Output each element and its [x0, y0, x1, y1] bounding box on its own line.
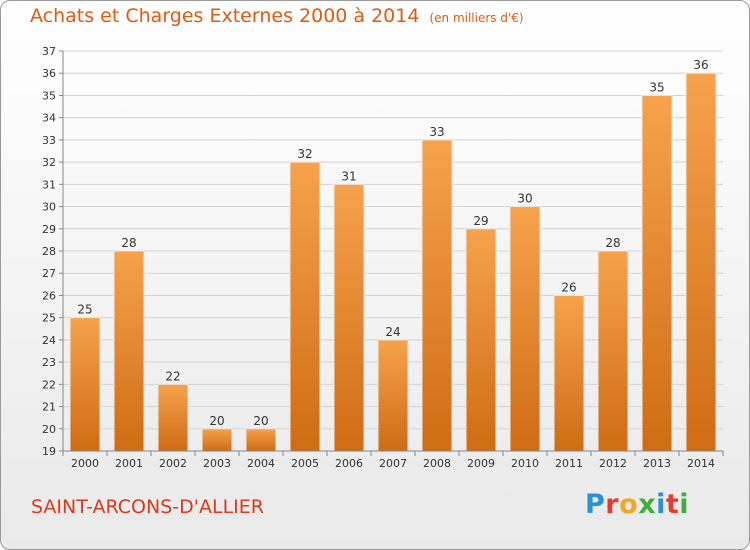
x-tick-label: 2004 [247, 457, 275, 470]
bar-value-label: 36 [693, 58, 708, 72]
bar-value-label: 29 [473, 214, 488, 228]
bar [333, 183, 365, 452]
logo-letter: P [585, 489, 606, 520]
bar [421, 139, 453, 452]
title-row: Achats et Charges Externes 2000 à 2014 (e… [30, 5, 524, 27]
y-tick-label: 37 [42, 45, 56, 58]
x-tick-label: 2008 [423, 457, 451, 470]
bar-value-label: 35 [649, 80, 664, 94]
x-axis: 2000 2001 2002 2003 2004 2005 2006 2007 2008 2009… [62, 450, 724, 470]
bar [69, 317, 101, 452]
bar [113, 250, 145, 452]
chart-title: Achats et Charges Externes 2000 à 2014 [30, 5, 420, 27]
y-tick-label: 23 [42, 356, 56, 369]
bar-value-label: 28 [121, 236, 136, 250]
logo-letter: t [665, 489, 680, 520]
bar-value-label: 24 [385, 325, 400, 339]
bar [685, 72, 717, 452]
x-tick-label: 2012 [599, 457, 627, 470]
y-tick-label: 34 [42, 112, 56, 125]
bar-value-label: 32 [297, 147, 312, 161]
x-tick-label: 2002 [159, 457, 187, 470]
y-tick-label: 31 [42, 178, 56, 191]
y-tick-label: 35 [42, 89, 56, 102]
bar [289, 161, 321, 452]
bar [201, 428, 233, 452]
x-tick-label: 2011 [555, 457, 583, 470]
bar-value-label: 33 [429, 125, 444, 139]
bar-value-label: 26 [561, 280, 576, 294]
bar-value-label: 25 [77, 303, 92, 317]
y-axis: 19 20 21 22 23 24 25 26 27 28 29 30 31 32 33 34 35 36 37 [42, 45, 64, 458]
bar [377, 339, 409, 452]
x-tick-label: 2005 [291, 457, 319, 470]
logo-letter: o [619, 489, 639, 520]
y-tick-label: 33 [42, 134, 56, 147]
bar [553, 294, 585, 452]
bar-value-label: 30 [517, 192, 532, 206]
bar [641, 94, 673, 452]
commune-name: SAINT-ARCONS-D'ALLIER [31, 496, 264, 518]
bar [157, 383, 189, 452]
y-tick-label: 36 [42, 67, 56, 80]
bar-value-label: 31 [341, 169, 356, 183]
y-tick-label: 20 [42, 423, 56, 436]
chart-subtitle: (en milliers d'€) [429, 11, 524, 25]
bar-value-label: 20 [209, 414, 224, 428]
x-tick-label: 2014 [687, 457, 715, 470]
y-tick-label: 27 [42, 267, 56, 280]
bar [597, 250, 629, 452]
x-tick-label: 2003 [203, 457, 231, 470]
logo-letter: i [679, 489, 690, 520]
logo-letter: r [605, 489, 620, 520]
x-tick-label: 2010 [511, 457, 539, 470]
y-tick-label: 29 [42, 223, 56, 236]
y-tick-label: 30 [42, 201, 56, 214]
y-tick-label: 25 [42, 312, 56, 325]
y-tick-label: 28 [42, 245, 56, 258]
x-tick-label: 2007 [379, 457, 407, 470]
logo-letter: x [638, 489, 657, 520]
bars: 25 28 22 20 20 32 31 24 33 29 30 26 28 35 36 [69, 58, 717, 452]
bar [245, 428, 277, 452]
bar [465, 228, 497, 452]
proxiti-logo: Proxiti [585, 489, 689, 520]
bar [509, 206, 541, 452]
y-tick-label: 21 [42, 401, 56, 414]
y-tick-label: 19 [42, 445, 56, 458]
y-tick-label: 24 [42, 334, 56, 347]
x-tick-label: 2013 [643, 457, 671, 470]
x-tick-label: 2009 [467, 457, 495, 470]
x-tick-label: 2006 [335, 457, 363, 470]
x-tick-label: 2000 [71, 457, 99, 470]
x-tick-label: 2001 [115, 457, 143, 470]
y-tick-label: 26 [42, 289, 56, 302]
y-tick-label: 32 [42, 156, 56, 169]
bar-value-label: 28 [605, 236, 620, 250]
bar-value-label: 20 [253, 414, 268, 428]
logo-letter: i [656, 489, 666, 520]
y-tick-label: 22 [42, 378, 56, 391]
bar-value-label: 22 [165, 369, 180, 383]
